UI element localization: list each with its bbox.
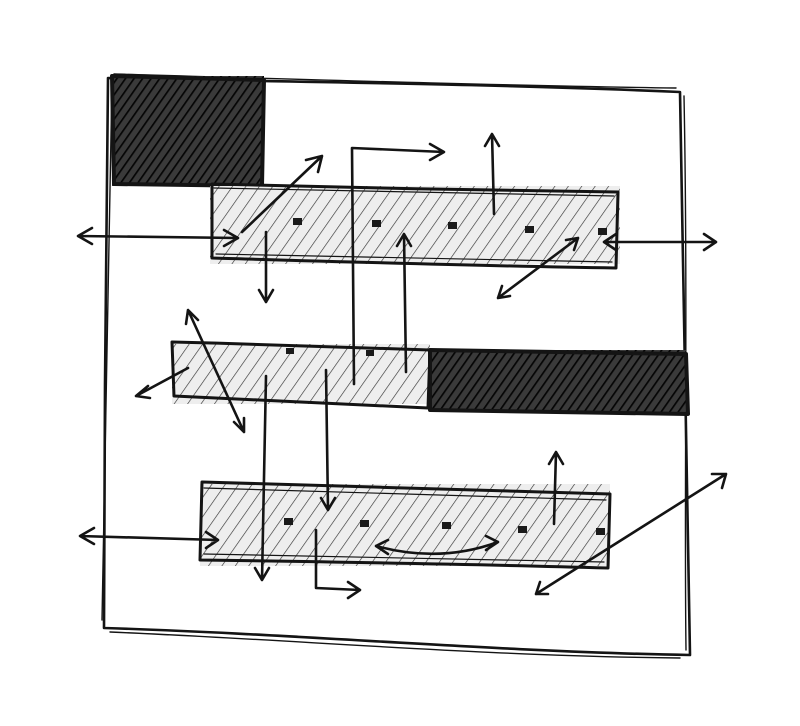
- arrow-middle-up: [395, 232, 413, 374]
- arrow-bottom-left-horizontal: [78, 526, 220, 550]
- top-left-dark-block: [110, 74, 266, 188]
- middle-bar: [170, 340, 432, 410]
- arrow-bottom-curved: [374, 534, 500, 556]
- middle-right-dark-block: [428, 348, 690, 416]
- top-bar: [210, 182, 620, 270]
- arrows: [76, 132, 728, 600]
- marker: [448, 222, 457, 229]
- arrow-top-left-horizontal: [76, 226, 240, 248]
- arrow-top-right-diagonal: [496, 236, 580, 300]
- marker: [596, 528, 605, 535]
- bar-markers: [284, 218, 607, 535]
- arrow-top-down: [257, 230, 275, 304]
- arrow-middle-left-diagonal: [134, 366, 190, 400]
- marker: [360, 520, 369, 527]
- arrow-top-diagonal: [240, 154, 324, 234]
- arrow-elbow-top: [350, 142, 446, 386]
- marker: [442, 522, 451, 529]
- arrow-elbow-bottom: [314, 528, 362, 600]
- marker: [284, 518, 293, 525]
- arrow-top-right-horizontal: [602, 232, 718, 252]
- marker: [293, 218, 302, 225]
- marker: [518, 526, 527, 533]
- arrow-bottom-right-diagonal: [534, 472, 728, 596]
- arrow-top-up: [483, 132, 501, 216]
- marker: [598, 228, 607, 235]
- arrow-middle-down: [319, 368, 337, 512]
- marker: [525, 226, 534, 233]
- marker: [372, 220, 381, 227]
- marker: [286, 348, 294, 354]
- arrow-bottom-up: [547, 450, 565, 526]
- marker: [366, 350, 374, 356]
- arrow-long-down: [253, 374, 271, 582]
- arrow-middle-crossing: [184, 308, 246, 434]
